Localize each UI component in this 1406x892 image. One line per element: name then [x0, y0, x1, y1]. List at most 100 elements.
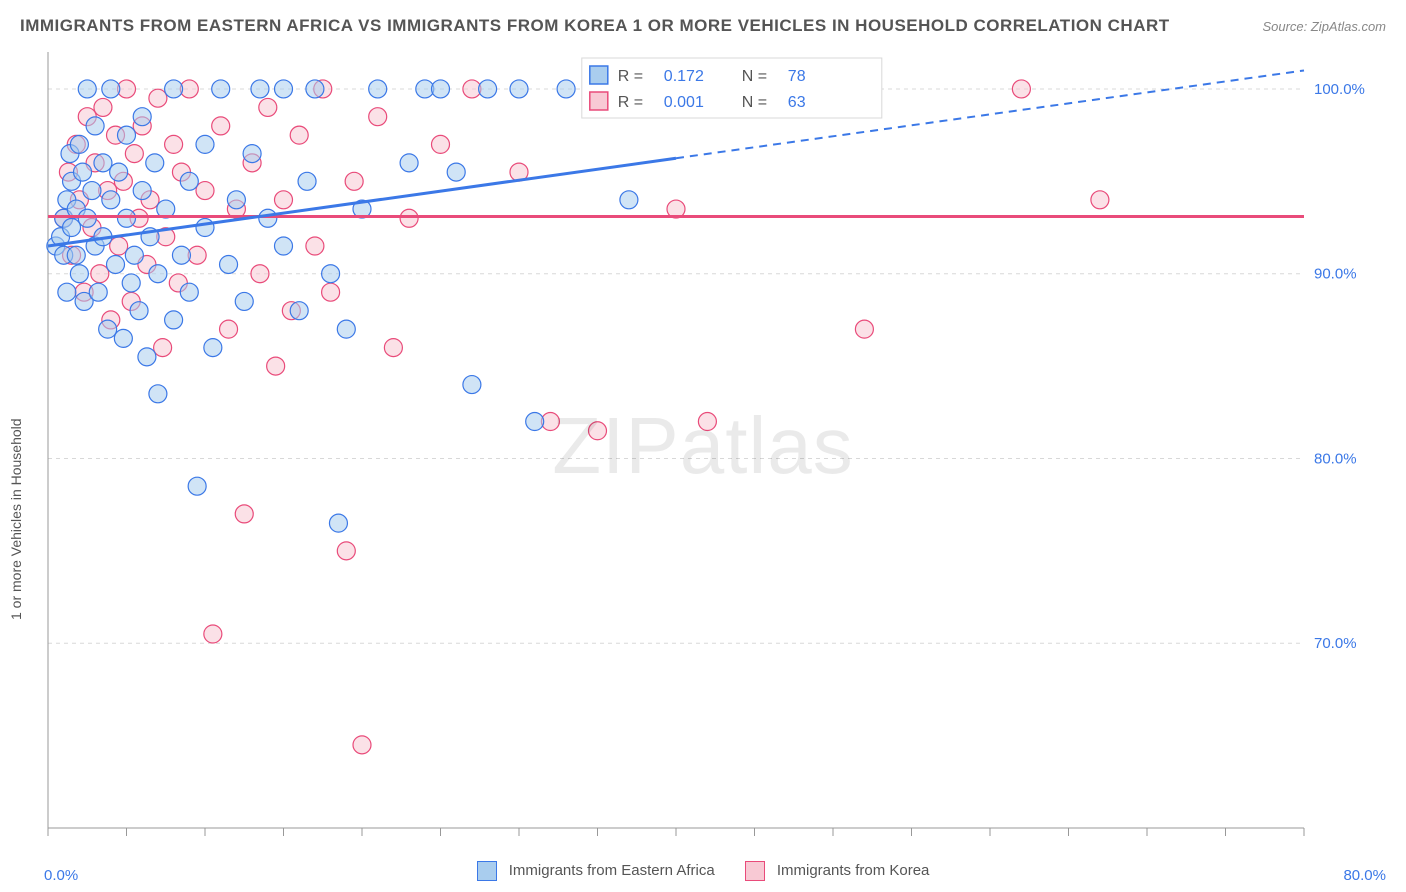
- scatter-point: [698, 413, 716, 431]
- y-axis-label: 1 or more Vehicles in Household: [8, 418, 24, 620]
- scatter-point: [149, 385, 167, 403]
- scatter-point: [91, 265, 109, 283]
- scatter-point: [196, 182, 214, 200]
- scatter-point: [259, 98, 277, 116]
- scatter-point: [196, 135, 214, 153]
- scatter-point: [67, 246, 85, 264]
- scatter-point: [220, 320, 238, 338]
- scatter-point: [275, 237, 293, 255]
- legend-swatch-pink: [745, 861, 765, 881]
- scatter-point: [298, 172, 316, 190]
- scatter-point: [400, 209, 418, 227]
- svg-text:N =: N =: [742, 68, 767, 85]
- scatter-point: [1012, 80, 1030, 98]
- scatter-plot: 70.0% 80.0% 90.0% 100.0% R = 0.172 N = 78 R = 0.0…: [44, 48, 1384, 848]
- scatter-point: [329, 514, 347, 532]
- scatter-point: [290, 126, 308, 144]
- scatter-point: [220, 255, 238, 273]
- scatter-point: [212, 80, 230, 98]
- scatter-point: [275, 80, 293, 98]
- scatter-point: [1091, 191, 1109, 209]
- scatter-point: [400, 154, 418, 172]
- scatter-point: [322, 283, 340, 301]
- scatter-point: [251, 80, 269, 98]
- scatter-point: [165, 311, 183, 329]
- scatter-point: [384, 339, 402, 357]
- scatter-point: [204, 625, 222, 643]
- scatter-point: [58, 283, 76, 301]
- scatter-point: [133, 182, 151, 200]
- scatter-point: [275, 191, 293, 209]
- scatter-point: [149, 89, 167, 107]
- legend-item-eastern-africa: Immigrants from Eastern Africa: [477, 861, 715, 881]
- scatter-point: [337, 542, 355, 560]
- scatter-point: [290, 302, 308, 320]
- y-tick-label: 80.0%: [1314, 450, 1357, 467]
- scatter-point: [306, 80, 324, 98]
- svg-text:63: 63: [788, 94, 806, 111]
- scatter-point: [125, 145, 143, 163]
- scatter-point: [154, 339, 172, 357]
- scatter-point: [78, 80, 96, 98]
- scatter-point: [243, 145, 261, 163]
- scatter-point: [345, 172, 363, 190]
- scatter-point: [337, 320, 355, 338]
- scatter-point: [138, 348, 156, 366]
- y-tick-label: 100.0%: [1314, 81, 1365, 98]
- stats-legend: R =0.172N =78R =0.001N =63: [582, 58, 882, 118]
- scatter-point: [99, 320, 117, 338]
- scatter-point: [251, 265, 269, 283]
- svg-text:0.172: 0.172: [664, 68, 704, 85]
- scatter-point: [118, 209, 136, 227]
- y-tick-label: 90.0%: [1314, 266, 1357, 283]
- scatter-point: [180, 172, 198, 190]
- scatter-point: [463, 376, 481, 394]
- scatter-point: [114, 329, 132, 347]
- scatter-point: [432, 80, 450, 98]
- scatter-point: [235, 292, 253, 310]
- source-attribution: Source: ZipAtlas.com: [1262, 19, 1386, 34]
- scatter-point: [353, 736, 371, 754]
- bottom-legend: Immigrants from Eastern Africa Immigrant…: [0, 856, 1406, 886]
- scatter-point: [432, 135, 450, 153]
- scatter-point: [227, 191, 245, 209]
- scatter-point: [306, 237, 324, 255]
- scatter-point: [146, 154, 164, 172]
- scatter-point: [479, 80, 497, 98]
- scatter-point: [510, 80, 528, 98]
- svg-text:R =: R =: [618, 68, 643, 85]
- scatter-point: [83, 182, 101, 200]
- scatter-point: [369, 108, 387, 126]
- scatter-point: [102, 191, 120, 209]
- scatter-point: [125, 246, 143, 264]
- scatter-point: [63, 219, 81, 237]
- scatter-point: [589, 422, 607, 440]
- scatter-point: [70, 135, 88, 153]
- legend-label-eastern-africa: Immigrants from Eastern Africa: [509, 862, 715, 879]
- scatter-point: [526, 413, 544, 431]
- legend-swatch-blue: [477, 861, 497, 881]
- scatter-point: [70, 265, 88, 283]
- scatter-point: [557, 80, 575, 98]
- svg-text:0.001: 0.001: [664, 94, 704, 111]
- scatter-point: [212, 117, 230, 135]
- scatter-point: [110, 163, 128, 181]
- scatter-point: [107, 255, 125, 273]
- scatter-point: [86, 117, 104, 135]
- chart-title: IMMIGRANTS FROM EASTERN AFRICA VS IMMIGR…: [20, 16, 1170, 36]
- scatter-point: [322, 265, 340, 283]
- legend-item-korea: Immigrants from Korea: [745, 861, 930, 881]
- scatter-point: [369, 80, 387, 98]
- scatter-point: [78, 209, 96, 227]
- svg-text:78: 78: [788, 68, 806, 85]
- scatter-point: [133, 108, 151, 126]
- scatter-point: [165, 80, 183, 98]
- scatter-point: [122, 274, 140, 292]
- y-tick-label: 70.0%: [1314, 635, 1357, 652]
- svg-text:R =: R =: [618, 94, 643, 111]
- scatter-point: [267, 357, 285, 375]
- legend-label-korea: Immigrants from Korea: [777, 862, 930, 879]
- scatter-point: [94, 154, 112, 172]
- scatter-point: [102, 80, 120, 98]
- scatter-point: [620, 191, 638, 209]
